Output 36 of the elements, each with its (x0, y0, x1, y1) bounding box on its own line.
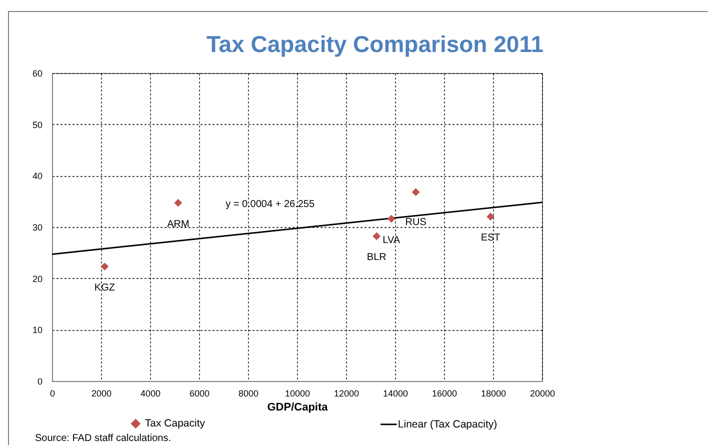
y-tick-label: 40 (32, 171, 42, 182)
x-tick-label: 14000 (382, 388, 408, 398)
x-tick-label: 0 (50, 388, 56, 398)
point (412, 188, 420, 196)
annotation: BLR (366, 252, 386, 264)
x-tick-label: 16000 (432, 388, 458, 398)
point (100, 262, 109, 270)
point (387, 214, 396, 223)
annotation: y = 0.0004 + 26.255 (226, 199, 315, 210)
y-tick-label: 30 (32, 222, 42, 232)
x-tick-label: 10000 (284, 388, 310, 398)
x-tick-label: 6000 (189, 388, 210, 398)
x-tick-label: 2000 (91, 388, 112, 398)
x-tick-label: 20000 (530, 388, 556, 398)
legend-label: Linear (Tax Capacity) (398, 418, 498, 430)
legend-label: Tax Capacity (144, 418, 206, 430)
x-axis-title: GDP/Capita (267, 402, 329, 414)
chart-title: Tax Capacity Comparison 2011 (206, 31, 544, 57)
y-tick-label: 10 (32, 325, 42, 336)
annotation: RUS (405, 217, 427, 228)
x-tick-label: 12000 (334, 388, 360, 398)
source-note: Source: FAD staff calculations. (35, 433, 171, 444)
x-tick-label: 18000 (480, 388, 506, 398)
point (174, 198, 182, 207)
x-tick-label: 4000 (140, 388, 161, 398)
y-tick-label: 20 (32, 274, 42, 284)
x-tick-label: 8000 (238, 388, 259, 398)
annotation: LVA (382, 234, 400, 246)
annotation: ARM (167, 218, 190, 230)
y-tick-label: 0 (37, 376, 42, 386)
y-tick-label: 60 (32, 68, 42, 78)
point (372, 232, 381, 240)
y-tick-label: 50 (32, 120, 42, 130)
point (486, 212, 494, 221)
annotation: KGZ (94, 282, 115, 294)
annotation: EST (480, 232, 500, 244)
